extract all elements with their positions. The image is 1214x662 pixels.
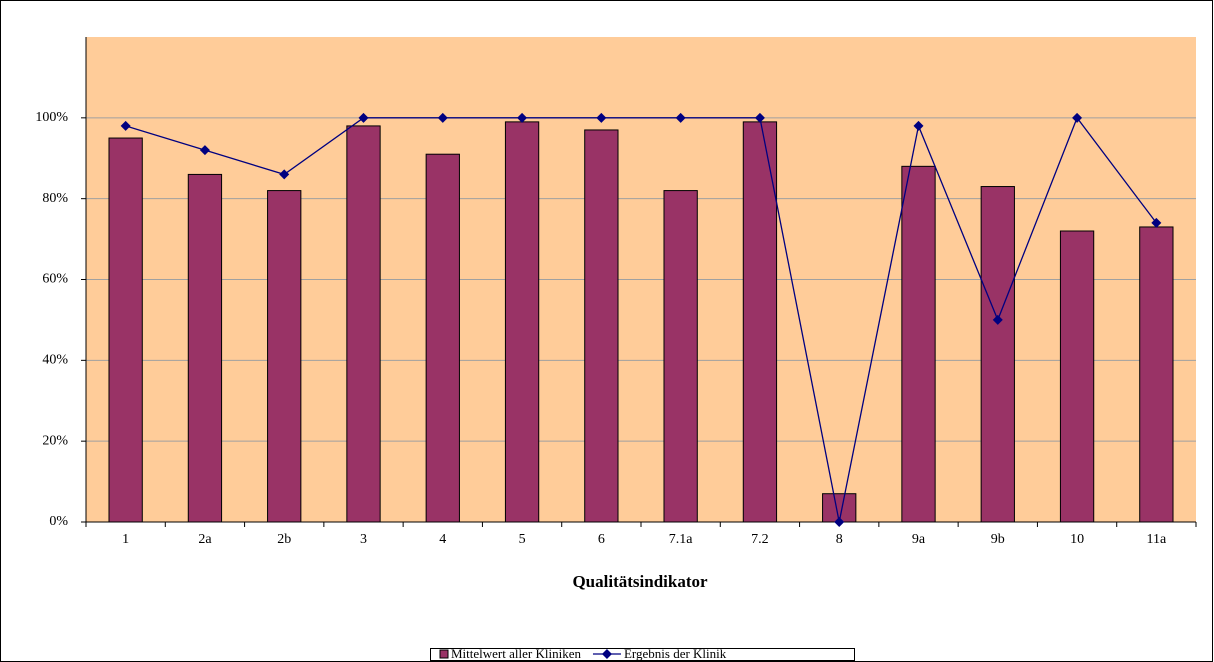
- line: [125, 116, 1157, 523]
- bar: [1059, 230, 1095, 523]
- y-tick-label: 0%: [49, 514, 68, 529]
- legend-label: Ergebnis der Klinik: [624, 646, 727, 661]
- legend-swatch: [439, 649, 449, 659]
- marker: [120, 120, 131, 131]
- bar: [346, 125, 381, 523]
- bar: [742, 121, 778, 523]
- bar: [663, 190, 698, 523]
- bar: [1139, 226, 1174, 523]
- x-axis-label: Qualitätsindikator: [572, 572, 708, 591]
- y-tick-label: 40%: [42, 353, 68, 368]
- marker: [754, 112, 765, 123]
- x-tick-label: 6: [598, 532, 605, 547]
- bar: [187, 173, 223, 523]
- x-tick-label: 10: [1070, 532, 1084, 547]
- marker: [358, 112, 369, 123]
- legend: [430, 648, 855, 661]
- legend-label: Mittelwert aller Kliniken: [451, 646, 581, 661]
- y-tick-label: 80%: [42, 191, 68, 206]
- marker: [517, 112, 528, 123]
- x-tick-label: 3: [360, 532, 367, 547]
- marker: [199, 145, 210, 156]
- bar: [425, 153, 460, 523]
- legend-marker: [601, 649, 612, 659]
- bar: [980, 186, 1015, 523]
- x-tick-label: 2a: [198, 532, 212, 547]
- marker: [992, 314, 1003, 325]
- x-tick-label: 8: [836, 532, 843, 547]
- marker: [675, 112, 686, 123]
- x-tick-label: 5: [519, 532, 526, 547]
- bar: [267, 190, 302, 523]
- bar: [901, 165, 936, 523]
- y-tick-label: 60%: [42, 272, 68, 287]
- marker: [1072, 112, 1083, 123]
- x-tick-label: 9a: [912, 532, 926, 547]
- x-tick-label: 4: [439, 532, 446, 547]
- x-tick-label: 9b: [991, 532, 1005, 547]
- x-tick-label: 1: [122, 532, 129, 547]
- marker: [437, 112, 448, 123]
- x-tick-label: 7.2: [751, 532, 769, 547]
- x-tick-label: 2b: [277, 532, 291, 547]
- y-tick-label: 20%: [42, 433, 68, 448]
- x-tick-label: 11a: [1147, 532, 1167, 547]
- y-tick-label: 100%: [35, 110, 68, 125]
- bar: [584, 129, 619, 523]
- bar: [504, 121, 540, 523]
- marker: [279, 169, 290, 180]
- marker: [913, 120, 924, 131]
- marker: [1151, 217, 1162, 228]
- bar: [108, 137, 143, 523]
- marker: [834, 517, 845, 527]
- marker: [596, 112, 607, 123]
- x-tick-label: 7.1a: [669, 532, 694, 547]
